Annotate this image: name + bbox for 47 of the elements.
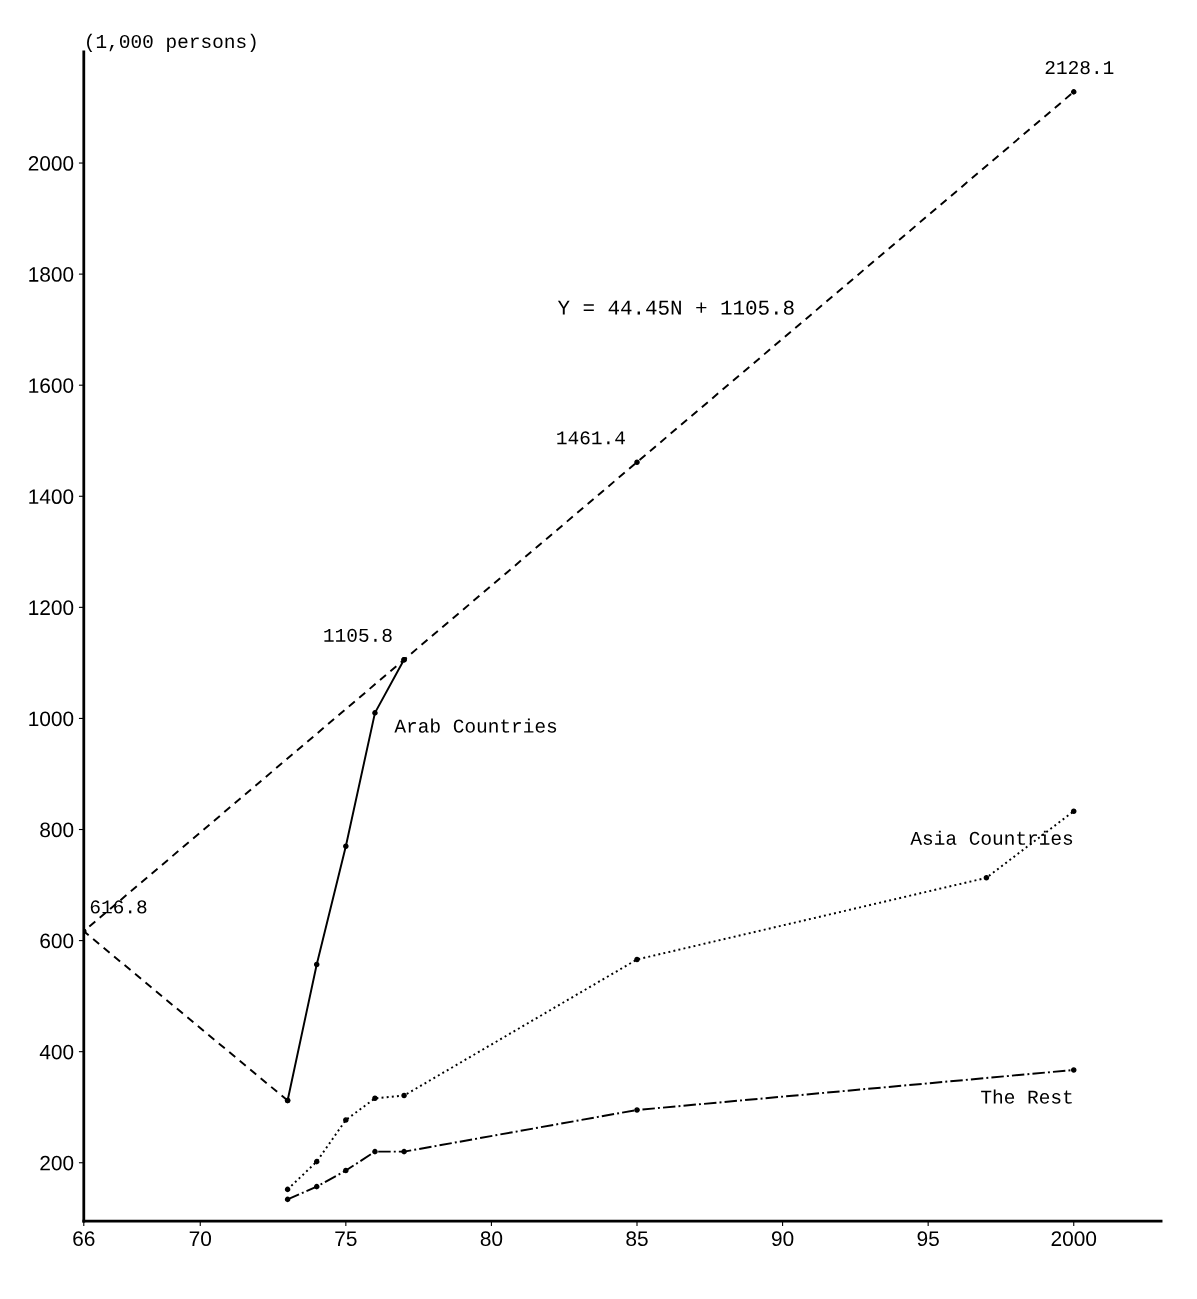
x-tick-label: 90 [771,1231,794,1247]
x-tick-label: 2000 [1051,1231,1097,1247]
y-tick-label: 1600 [29,378,74,393]
x-tick-label: 70 [189,1231,212,1247]
data-label: 2128.1 [1045,60,1114,75]
y-tick-label: 600 [40,933,74,949]
y-tick-label: 400 [39,1044,74,1060]
point [284,1186,291,1193]
y-tick-label: 200 [40,1155,74,1171]
point [343,843,349,849]
x-tick-label: 85 [626,1231,648,1247]
point [401,1148,407,1155]
data-label: 616.8 [90,900,147,914]
y-tick-label: 1400 [29,489,74,505]
y-tick-label: 800 [40,822,74,838]
point [634,956,640,963]
y-tick-label: 1800 [29,267,74,282]
series-label: Arab Countries [394,718,557,733]
data-label: 1461.4 [557,431,625,445]
point [372,1148,378,1155]
annotation: Y = 44.45N + 1105.8 [557,300,794,315]
point [1070,808,1077,814]
x-tick-label: 80 [480,1231,503,1247]
point [284,1196,291,1203]
x-tick-label: 75 [335,1231,357,1247]
point [1070,1067,1077,1073]
x-tick-label: 95 [917,1231,939,1247]
point [343,1167,349,1174]
point [983,875,990,881]
point [634,459,640,465]
point [313,1183,320,1190]
data-label: 1105.8 [324,628,392,642]
point [313,1158,320,1165]
point [372,710,378,716]
point [634,1107,640,1113]
point [401,1092,407,1099]
point [372,1095,378,1102]
y-tick-label: 1200 [29,600,74,616]
point [313,961,320,968]
y-tick-label: 1000 [29,711,74,727]
point [1070,89,1077,95]
x-tick-label: 66 [73,1231,95,1247]
series-label: Asia Countries [910,830,1073,845]
y-tick-label: 2000 [28,156,74,171]
point [343,1117,349,1123]
series-label: The Rest [981,1089,1072,1104]
y-axis-title: (1,000 persons) [87,33,256,52]
